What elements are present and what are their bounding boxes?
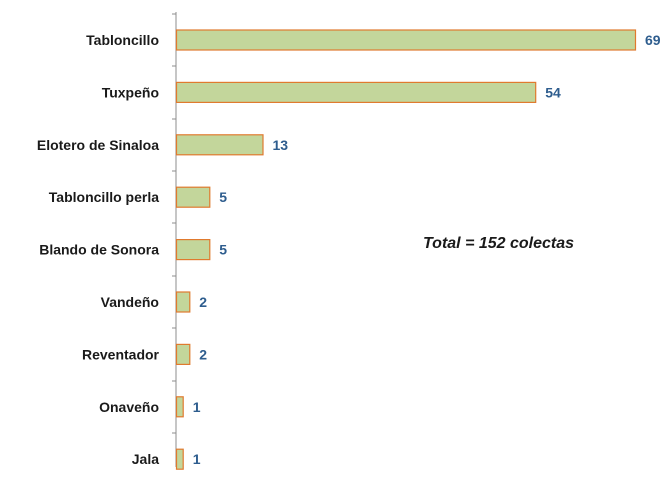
total-annotation: Total = 152 colectas [423,235,574,252]
bar [175,291,191,313]
category-label: Vandeño [101,294,159,310]
bar [175,448,184,470]
value-label: 1 [193,399,201,415]
bar [175,343,191,365]
bar [175,29,637,51]
bar [175,239,211,261]
category-label: Elotero de Sinaloa [37,137,159,153]
bars-layer [175,29,637,470]
bar [175,186,211,208]
value-label: 2 [199,346,207,362]
category-label: Blando de Sonora [39,242,159,258]
value-label: 13 [273,137,289,153]
value-label: 54 [545,84,561,100]
category-label: Tabloncillo [86,32,159,48]
category-label: Reventador [82,346,160,362]
category-label: Tuxpeño [102,84,159,100]
category-label: Tabloncillo perla [49,189,159,205]
category-label: Jala [132,451,159,467]
value-label: 5 [219,242,227,258]
bar [175,396,184,418]
value-label: 69 [645,32,661,48]
labels-layer: Tabloncillo 69 Tuxpeño 54 Elotero de Sinaloa… [37,32,661,467]
bar [175,134,264,156]
axis-layer [172,12,177,467]
value-label: 5 [219,189,227,205]
value-label: 2 [199,294,207,310]
value-label: 1 [193,451,201,467]
bar [175,81,537,104]
category-label: Onaveño [99,399,159,415]
